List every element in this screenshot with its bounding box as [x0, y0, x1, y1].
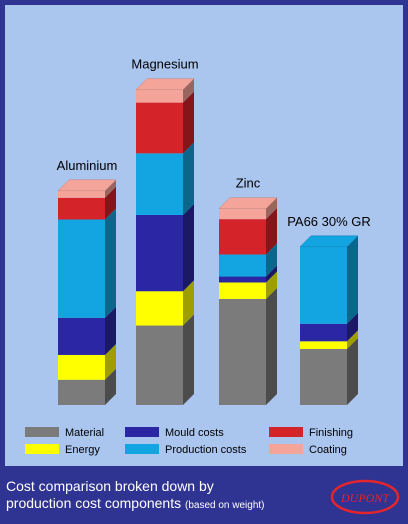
- bar-segment-zinc-mould-costs: [219, 276, 266, 283]
- legend-swatch-mould-costs: [125, 427, 159, 437]
- legend-swatch-finishing: [269, 427, 303, 437]
- bar-side-zinc-finishing: [266, 208, 277, 255]
- bar-segment-pa66-30-gr-energy: [300, 341, 347, 349]
- legend-swatch-energy: [25, 444, 59, 454]
- legend-label-coating: Coating: [309, 444, 347, 456]
- bar-top-aluminium: [57, 179, 117, 192]
- legend-label-energy: Energy: [65, 444, 100, 456]
- bar-segment-aluminium-mould-costs: [58, 317, 105, 355]
- bar-segment-magnesium-mould-costs: [136, 214, 183, 292]
- bar-segment-zinc-coating: [219, 208, 266, 220]
- legend-swatch-material: [25, 427, 59, 437]
- bar-side-aluminium-energy: [105, 343, 116, 380]
- bar-side-magnesium-material: [183, 314, 194, 405]
- category-label-magnesium: Magnesium: [131, 57, 198, 72]
- legend-swatch-production-costs: [125, 444, 159, 454]
- bar-side-aluminium-mould-costs: [105, 306, 116, 355]
- bar-segment-pa66-30-gr-mould-costs: [300, 323, 347, 342]
- bar-side-pa66-30-gr-energy: [347, 330, 358, 349]
- bar-side-magnesium-finishing: [183, 91, 194, 154]
- legend-label-material: Material: [65, 427, 104, 439]
- bar-segment-pa66-30-gr-production-costs: [300, 246, 347, 324]
- bar-side-magnesium-coating: [183, 78, 194, 103]
- bar-side-zinc-production-costs: [266, 243, 277, 277]
- legend-label-production-costs: Production costs: [165, 444, 247, 456]
- logo-text: DUPONT: [340, 491, 390, 505]
- bar-side-pa66-30-gr-mould-costs: [347, 312, 358, 342]
- bar-side-magnesium-production-costs: [183, 142, 194, 215]
- bar-side-magnesium-mould-costs: [183, 203, 194, 292]
- bar-top-zinc: [218, 197, 278, 209]
- bar-side-zinc-material: [266, 287, 277, 405]
- bar-top-magnesium: [135, 78, 195, 90]
- bar-segment-zinc-energy: [219, 282, 266, 299]
- chart: Aluminium Magnesium Zinc PA66 30% GR Materi…: [25, 57, 371, 456]
- chart-caption: Cost comparison broken down by productio…: [6, 478, 326, 514]
- chart-panel: Aluminium Magnesium Zinc PA66 30% GR Materi…: [5, 5, 403, 466]
- legend-swatch-coating: [269, 444, 303, 454]
- bar-segment-pa66-30-gr-material: [300, 349, 347, 405]
- bar-segment-aluminium-production-costs: [58, 219, 105, 318]
- bar-segment-aluminium-coating: [58, 190, 105, 198]
- bar-side-aluminium-coating: [105, 179, 116, 198]
- bar-segment-zinc-finishing: [219, 219, 266, 255]
- caption-line-1: Cost comparison broken down by: [6, 478, 214, 494]
- caption-line-2-main: production cost components: [6, 495, 182, 511]
- bar-side-pa66-30-gr-production-costs: [347, 235, 358, 324]
- bar-segment-zinc-material: [219, 298, 266, 405]
- category-label-pa66-30-gr: PA66 30% GR: [287, 214, 371, 229]
- bar-side-pa66-30-gr-material: [347, 338, 358, 405]
- bar-side-aluminium-finishing: [105, 186, 116, 220]
- bar-segment-aluminium-energy: [58, 354, 105, 380]
- legend-label-mould-costs: Mould costs: [165, 427, 224, 439]
- legend: Material Mould costs Finishing Energy Produc…: [25, 427, 353, 456]
- bar-segment-magnesium-energy: [136, 291, 183, 326]
- bar-side-aluminium-production-costs: [105, 208, 116, 318]
- bar-segment-magnesium-finishing: [136, 102, 183, 154]
- category-label-aluminium: Aluminium: [57, 158, 118, 173]
- bar-segment-aluminium-finishing: [58, 197, 105, 220]
- bar-segment-magnesium-production-costs: [136, 153, 183, 215]
- bar-top-pa66-30-gr: [299, 235, 359, 248]
- bar-side-zinc-coating: [266, 197, 277, 220]
- bar-segment-aluminium-material: [58, 379, 105, 405]
- bar-segment-magnesium-material: [136, 325, 183, 405]
- bar-side-aluminium-material: [105, 368, 116, 405]
- legend-label-finishing: Finishing: [309, 427, 353, 439]
- category-label-zinc: Zinc: [236, 176, 261, 191]
- bar-segment-zinc-production-costs: [219, 254, 266, 277]
- caption-note: (based on weight): [185, 500, 265, 511]
- caption-line-2: production cost components (based on wei…: [6, 495, 326, 514]
- bar-side-zinc-energy: [266, 271, 277, 299]
- bar-side-zinc-mould-costs: [266, 265, 277, 283]
- bar-side-magnesium-energy: [183, 280, 194, 326]
- bar-segment-magnesium-coating: [136, 89, 183, 103]
- dupont-logo: DUPONT: [330, 479, 400, 515]
